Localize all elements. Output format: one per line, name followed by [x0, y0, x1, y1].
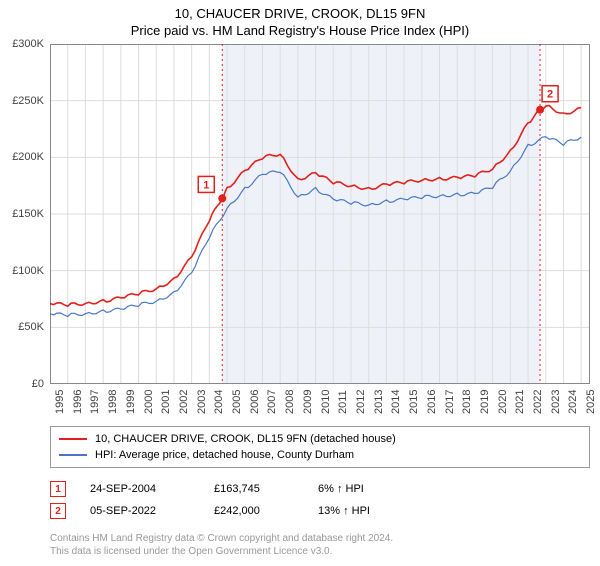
- x-tick-label: 2003: [196, 390, 208, 414]
- legend: 10, CHAUCER DRIVE, CROOK, DL15 9FN (deta…: [50, 426, 590, 468]
- x-tick-label: 2011: [337, 390, 349, 414]
- x-tick-label: 1997: [89, 390, 101, 414]
- x-tick-label: 1999: [125, 390, 137, 414]
- x-tick-label: 2009: [302, 390, 314, 414]
- x-tick-label: 2007: [266, 390, 278, 414]
- y-tick-label: £150K: [12, 208, 44, 220]
- x-tick-label: 2015: [408, 390, 420, 414]
- legend-label: HPI: Average price, detached house, Coun…: [95, 449, 354, 461]
- sale-date: 24-SEP-2004: [90, 483, 190, 495]
- y-tick-label: £200K: [12, 151, 44, 163]
- chart-title: 10, CHAUCER DRIVE, CROOK, DL15 9FN: [0, 6, 600, 21]
- x-tick-label: 1998: [107, 390, 119, 414]
- x-tick-label: 2010: [320, 390, 332, 414]
- sale-price: £242,000: [214, 505, 294, 517]
- y-tick-label: £250K: [12, 95, 44, 107]
- x-tick-label: 2013: [373, 390, 385, 414]
- y-tick-label: £300K: [12, 38, 44, 50]
- svg-text:2: 2: [547, 89, 553, 101]
- sales-table: 1 24-SEP-2004 £163,745 6% ↑ HPI 2 05-SEP-2022…: [50, 478, 590, 522]
- x-tick-label: 2001: [160, 390, 172, 414]
- x-tick-label: 2008: [284, 390, 296, 414]
- footnote-line: Contains HM Land Registry data © Crown c…: [50, 532, 590, 545]
- footnote: Contains HM Land Registry data © Crown c…: [50, 532, 590, 558]
- footnote-line: This data is licensed under the Open Gov…: [50, 545, 590, 558]
- x-tick-label: 2023: [550, 390, 562, 414]
- x-tick-label: 2024: [567, 390, 579, 414]
- y-tick-label: £100K: [12, 265, 44, 277]
- x-tick-label: 2014: [390, 390, 402, 414]
- x-tick-label: 2022: [532, 390, 544, 414]
- sale-marker-icon: 2: [50, 503, 66, 519]
- x-tick-label: 2021: [514, 390, 526, 414]
- y-tick-label: £0: [32, 378, 44, 390]
- sale-diff: 13% ↑ HPI: [318, 505, 418, 517]
- chart-subtitle: Price paid vs. HM Land Registry's House …: [0, 23, 600, 38]
- x-tick-label: 2017: [444, 390, 456, 414]
- x-tick-label: 1995: [54, 390, 66, 414]
- chart-plot-area: 12 £0£50K£100K£150K£200K£250K£300K: [50, 44, 590, 384]
- y-tick-label: £50K: [18, 321, 44, 333]
- sale-marker-icon: 1: [50, 481, 66, 497]
- legend-swatch: [59, 438, 87, 440]
- legend-item: 10, CHAUCER DRIVE, CROOK, DL15 9FN (deta…: [59, 431, 581, 447]
- x-tick-label: 2018: [461, 390, 473, 414]
- line-chart-svg: 12: [50, 44, 590, 384]
- sale-price: £163,745: [214, 483, 294, 495]
- x-tick-label: 2025: [585, 390, 597, 414]
- svg-text:1: 1: [203, 179, 209, 191]
- sale-row: 2 05-SEP-2022 £242,000 13% ↑ HPI: [50, 500, 590, 522]
- x-axis-ticks: 1995 1996 1997 1998 1999 2000 2001 2002 2003 2004…: [50, 384, 590, 420]
- legend-item: HPI: Average price, detached house, Coun…: [59, 447, 581, 463]
- x-tick-label: 2002: [178, 390, 190, 414]
- legend-label: 10, CHAUCER DRIVE, CROOK, DL15 9FN (deta…: [95, 433, 396, 445]
- sale-row: 1 24-SEP-2004 £163,745 6% ↑ HPI: [50, 478, 590, 500]
- x-tick-label: 1996: [72, 390, 84, 414]
- x-tick-label: 2019: [479, 390, 491, 414]
- legend-swatch: [59, 454, 87, 456]
- sale-diff: 6% ↑ HPI: [318, 483, 418, 495]
- x-tick-label: 2006: [249, 390, 261, 414]
- x-tick-label: 2004: [213, 390, 225, 414]
- x-tick-label: 2016: [426, 390, 438, 414]
- x-tick-label: 2000: [143, 390, 155, 414]
- x-tick-label: 2020: [497, 390, 509, 414]
- sale-date: 05-SEP-2022: [90, 505, 190, 517]
- x-tick-label: 2005: [231, 390, 243, 414]
- x-tick-label: 2012: [355, 390, 367, 414]
